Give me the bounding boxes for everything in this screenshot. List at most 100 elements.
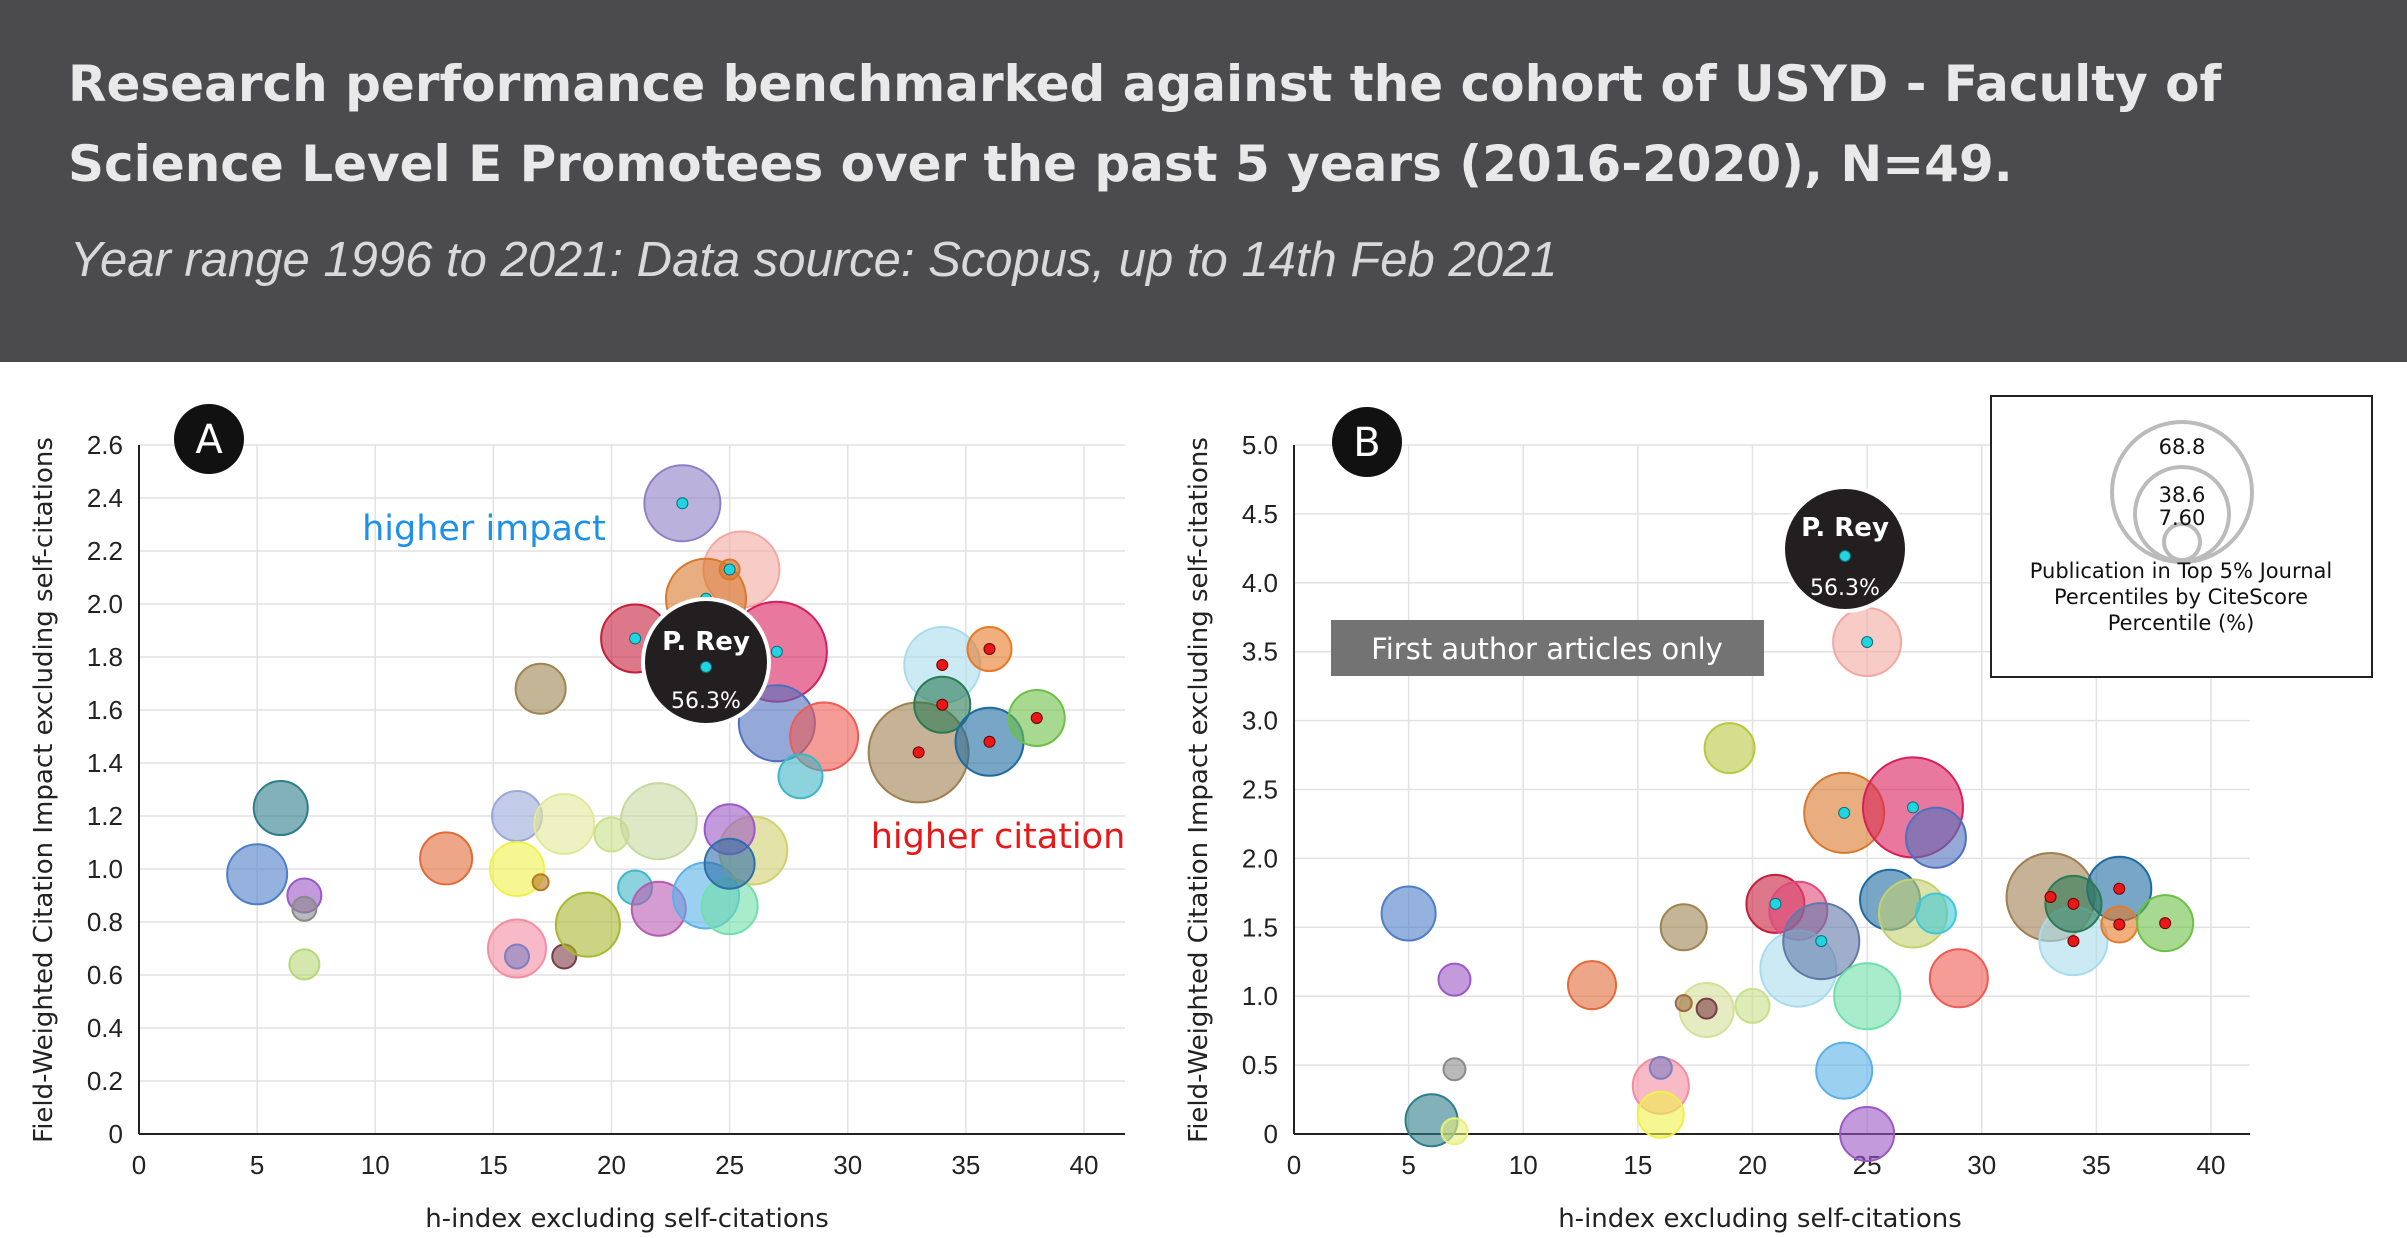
charts-area: 0 0.2 0.4 0.6 0.8 1.0 1.2 1.4 1.6 1.8 2.0 2.2 2.4 2.6… [29, 395, 2373, 1234]
panel-a-impact-marker [723, 563, 736, 576]
panel-a-ticks: 0 0.2 0.4 0.6 0.8 1.0 1.2 1.4 1.6 1.8 2.0 2.2 2.4 2.6… [87, 430, 1099, 1180]
panel-b-citation-marker [2113, 918, 2126, 931]
panel-b-bubble [1636, 1090, 1685, 1139]
panel-a-bubble [531, 873, 550, 892]
panel-b-y-tick-label: 1.0 [1242, 981, 1278, 1011]
panel-b-x-tick-label: 0 [1287, 1150, 1301, 1180]
panel-b-citation-marker [2044, 890, 2057, 903]
panel-a-citation-marker [936, 698, 949, 711]
panel-b-y-tick-label: 3.0 [1242, 706, 1278, 736]
panel-b-bubbles [1380, 607, 2195, 1162]
panel-a-bubbles [226, 464, 1066, 981]
panel-b-x-tick-label: 30 [1967, 1150, 1996, 1180]
panel-b-bubble [1815, 1041, 1874, 1100]
panel-b-markers [1769, 636, 2172, 948]
panel-a-y-tick-label: 0.4 [87, 1013, 123, 1043]
panel-b-x-tick-label: 40 [2197, 1150, 2226, 1180]
panel-a-letter: A [195, 417, 223, 463]
first-author-box: First author articles only [1331, 620, 1764, 676]
panel-b-bubble [1440, 1117, 1469, 1146]
panel-a-bubble [288, 948, 321, 981]
panel-a-badge: A [174, 404, 244, 474]
panel-a-citation-marker [1030, 711, 1043, 724]
panel-a-y-tick-label: 1.0 [87, 854, 123, 884]
panel-b-impact-marker [1906, 801, 1919, 814]
panel-b-bubble [1703, 722, 1756, 775]
panel-b-bubble [1695, 997, 1718, 1020]
panel-a-impact-marker [676, 497, 689, 510]
panel-b-y-tick-label: 2.0 [1242, 843, 1278, 873]
panel-a-bubble [514, 662, 567, 715]
panel-b: 00.51.01.52.02.53.03.54.04.55.00 5 10 15 20 2… [1184, 395, 2373, 1234]
panel-b-bubble [1567, 960, 1618, 1011]
size-legend: 68.8 38.6 7.60 Publication in Top 5% Jou… [1990, 395, 2373, 678]
panel-b-bubble [1914, 892, 1957, 935]
panel-b-ticks: 00.51.01.52.02.53.03.54.04.55.00 5 10 15 20 2… [1242, 430, 2226, 1180]
panel-a-citation-marker [983, 735, 996, 748]
panel-a-x-tick-label: 0 [132, 1150, 146, 1180]
panel-b-x-label: h-index excluding self-citations [1558, 1204, 1962, 1234]
panel-b-bubble [1442, 1057, 1467, 1082]
panel-b-letter: B [1353, 420, 1380, 466]
panel-b-impact-marker [1861, 636, 1874, 649]
panel-a-bubble [554, 891, 621, 958]
panel-a-y-tick-label: 2.0 [87, 589, 123, 619]
panel-b-bubble [1904, 806, 1967, 869]
panel-b-highlight-marker [1839, 550, 1851, 562]
legend-title-line-2: Percentiles by CiteScore [2054, 585, 2308, 609]
panel-a-bubble [504, 943, 530, 970]
panel-b-citation-marker [2113, 882, 2126, 895]
panel-b-y-tick-label: 4.0 [1242, 568, 1278, 598]
panel-b-bubble [1380, 885, 1437, 942]
panel-b-bubble [1648, 1055, 1673, 1080]
panel-b-citation-marker [2159, 917, 2172, 930]
panel-a-y-label: Field-Weighted Citation Impact excluding… [29, 437, 59, 1143]
legend-title-line-1: Publication in Top 5% Journal [2030, 559, 2332, 583]
panel-a-bubble [291, 895, 318, 922]
panel-a-x-tick-label: 25 [715, 1150, 744, 1180]
panel-a-x-tick-label: 35 [951, 1150, 980, 1180]
panel-b-highlight-value: 56.3% [1810, 576, 1880, 601]
legend-circle-small [2162, 522, 2202, 562]
panel-a-highlight-bubble: P. Rey 56.3% [641, 597, 771, 727]
panel-a-y-tick-label: 0 [109, 1119, 123, 1149]
panel-b-x-tick-label: 15 [1623, 1150, 1652, 1180]
panel-a-impact-marker [629, 632, 642, 645]
panel-b-x-tick-label: 20 [1738, 1150, 1767, 1180]
panel-b-bubble [1437, 962, 1472, 997]
panel-b-bubble [1833, 962, 1902, 1031]
panel-b-citation-marker [2067, 897, 2080, 910]
panel-b-y-tick-label: 1.5 [1242, 912, 1278, 942]
panel-a-x-tick-label: 40 [1070, 1150, 1099, 1180]
panel-b-y-tick-label: 2.5 [1242, 775, 1278, 805]
panel-b-y-tick-label: 3.5 [1242, 637, 1278, 667]
panel-a-y-tick-label: 1.4 [87, 748, 123, 778]
panel-a-y-tick-label: 1.6 [87, 695, 123, 725]
page-title: Research performance benchmarked against… [68, 55, 2222, 193]
panel-a-y-tick-label: 2.2 [87, 536, 123, 566]
panel-a-y-tick-label: 0.8 [87, 907, 123, 937]
panel-a-x-tick-label: 5 [250, 1150, 264, 1180]
panel-b-impact-marker [1769, 897, 1782, 910]
panel-b-bubble [1659, 903, 1708, 952]
panel-a-bubble [533, 792, 596, 855]
panel-b-highlight-bubble: P. Rey 56.3% [1781, 485, 1909, 613]
higher-citation-label: higher citation [871, 817, 1126, 857]
panel-b-bubble [1734, 987, 1771, 1024]
panel-a-bubble [252, 780, 309, 837]
panel-a-impact-marker [770, 645, 783, 658]
panel-a-x-label: h-index excluding self-citations [425, 1204, 829, 1234]
panel-a-highlight-name: P. Rey [662, 627, 750, 657]
legend-value-1: 68.8 [2159, 435, 2206, 459]
panel-a: 0 0.2 0.4 0.6 0.8 1.0 1.2 1.4 1.6 1.8 2.0 2.2 2.4 2.6… [29, 404, 1125, 1234]
higher-impact-label: higher impact [362, 509, 606, 549]
panel-a-highlight-value: 56.3% [671, 689, 741, 714]
panel-b-impact-marker [1815, 935, 1828, 948]
panel-a-bubble [777, 753, 824, 800]
panel-b-bubble [1674, 994, 1693, 1013]
panel-b-impact-marker [1838, 806, 1851, 819]
panel-a-x-tick-label: 10 [361, 1150, 390, 1180]
panel-a-highlight-marker [700, 661, 712, 673]
panel-b-x-tick-label: 5 [1401, 1150, 1415, 1180]
panel-b-y-tick-label: 0.5 [1242, 1050, 1278, 1080]
